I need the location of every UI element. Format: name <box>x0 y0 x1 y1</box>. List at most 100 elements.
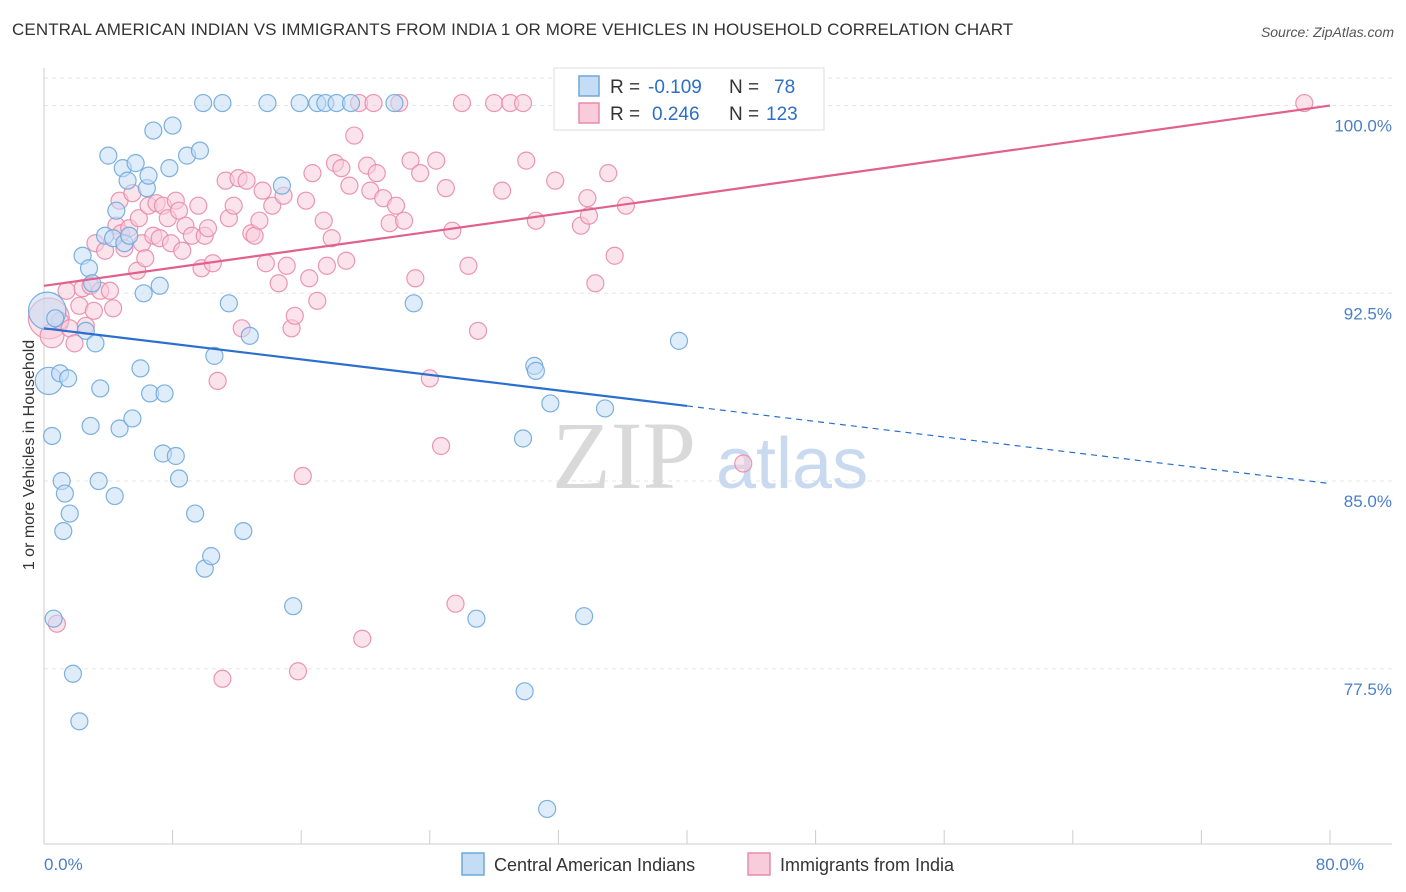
data-point-central-american-indians <box>46 309 65 328</box>
data-point-immigrants-from-india <box>427 151 446 170</box>
data-point-central-american-indians <box>205 346 224 365</box>
data-point-central-american-indians <box>55 484 74 503</box>
data-point-immigrants-from-india <box>734 454 753 473</box>
data-point-central-american-indians <box>118 171 137 190</box>
legend-swatch-pink <box>578 102 600 124</box>
data-point-immigrants-from-india <box>386 196 406 215</box>
data-point-immigrants-from-india <box>443 221 462 240</box>
data-point-central-american-indians <box>234 521 253 541</box>
data-point-central-american-indians <box>59 369 78 388</box>
data-point-immigrants-from-india <box>189 196 208 215</box>
chart-title: CENTRAL AMERICAN INDIAN VS IMMIGRANTS FR… <box>12 20 1014 39</box>
data-point-immigrants-from-india <box>599 164 618 183</box>
data-point-immigrants-from-india <box>256 254 275 273</box>
data-point-immigrants-from-india <box>288 662 308 681</box>
series-legend: Central American Indians Immigrants from… <box>461 852 955 876</box>
data-point-central-american-indians <box>155 384 174 403</box>
series-legend-label-pink: Immigrants from India <box>780 855 955 875</box>
data-point-central-american-indians <box>150 276 169 295</box>
data-point-central-american-indians <box>99 146 118 165</box>
data-point-central-american-indians <box>63 664 83 683</box>
data-point-central-american-indians <box>120 226 139 245</box>
data-point-immigrants-from-india <box>436 179 455 198</box>
data-point-central-american-indians <box>541 394 560 413</box>
data-point-immigrants-from-india <box>586 274 605 293</box>
data-point-central-american-indians <box>404 294 423 313</box>
data-point-immigrants-from-india <box>367 164 386 183</box>
data-point-immigrants-from-india <box>60 319 79 338</box>
data-point-central-american-indians <box>526 361 545 380</box>
data-point-central-american-indians <box>341 93 361 113</box>
data-point-central-american-indians <box>467 609 486 628</box>
y-tick-label: 77.5% <box>1344 680 1392 699</box>
data-point-central-american-indians <box>513 429 533 448</box>
data-point-central-american-indians <box>515 682 534 701</box>
legend-r-label-1: R = <box>610 77 640 98</box>
data-point-immigrants-from-india <box>353 629 372 648</box>
legend-r-value-1: -0.109 <box>648 77 702 98</box>
data-point-immigrants-from-india <box>401 151 420 170</box>
data-point-immigrants-from-india <box>446 594 465 613</box>
data-point-immigrants-from-india <box>100 281 120 300</box>
data-point-central-american-indians <box>110 419 129 438</box>
data-point-immigrants-from-india <box>250 211 269 230</box>
data-point-immigrants-from-india <box>285 306 304 325</box>
data-point-immigrants-from-india <box>317 256 337 275</box>
data-point-central-american-indians <box>79 259 99 278</box>
data-point-central-american-indians <box>70 712 89 731</box>
series-legend-swatch-pink <box>747 852 771 876</box>
data-point-immigrants-from-india <box>213 669 232 688</box>
legend-n-value-2: 123 <box>766 104 798 125</box>
data-point-immigrants-from-india <box>345 126 364 145</box>
data-point-immigrants-from-india <box>237 171 256 190</box>
series-legend-swatch-blue <box>461 852 485 876</box>
legend-r-value-2: 0.246 <box>652 104 700 125</box>
y-tick-label: 85.0% <box>1344 492 1392 511</box>
legend-r-label-2: R = <box>610 104 640 125</box>
data-point-immigrants-from-india <box>605 246 624 265</box>
data-point-central-american-indians <box>219 294 238 313</box>
data-point-central-american-indians <box>272 176 292 195</box>
data-point-central-american-indians <box>126 154 145 173</box>
data-point-immigrants-from-india <box>394 211 414 230</box>
data-point-immigrants-from-india <box>277 256 296 275</box>
data-point-immigrants-from-india <box>173 241 192 260</box>
data-point-immigrants-from-india <box>84 301 103 320</box>
data-point-immigrants-from-india <box>579 206 599 225</box>
data-point-immigrants-from-india <box>411 164 430 183</box>
data-point-immigrants-from-india <box>513 93 533 113</box>
data-point-immigrants-from-india <box>269 274 288 293</box>
data-point-central-american-indians <box>42 426 62 446</box>
data-point-immigrants-from-india <box>322 229 341 248</box>
data-point-immigrants-from-india <box>517 151 536 170</box>
data-point-central-american-indians <box>213 93 232 113</box>
data-point-central-american-indians <box>89 471 108 491</box>
trend-lines <box>43 104 1331 485</box>
axes <box>43 68 1392 845</box>
data-point-central-american-indians <box>160 159 179 178</box>
data-point-immigrants-from-india <box>245 226 264 245</box>
data-point-immigrants-from-india <box>1295 93 1314 113</box>
data-point-central-american-indians <box>107 201 126 220</box>
data-point-immigrants-from-india <box>546 171 565 190</box>
data-point-immigrants-from-india <box>485 93 504 113</box>
data-point-immigrants-from-india <box>169 201 189 220</box>
data-point-immigrants-from-india <box>468 321 488 340</box>
data-point-central-american-indians <box>202 547 221 566</box>
data-point-immigrants-from-india <box>57 281 76 300</box>
data-point-immigrants-from-india <box>493 181 512 200</box>
data-point-immigrants-from-india <box>314 211 333 230</box>
data-point-immigrants-from-india <box>431 436 451 456</box>
watermark-zip: ZIP <box>552 402 696 509</box>
data-point-central-american-indians <box>575 607 594 626</box>
data-point-immigrants-from-india <box>253 181 272 200</box>
x-tick-label: 80.0% <box>1316 855 1364 874</box>
source-label: Source: ZipAtlas.com <box>1260 24 1394 40</box>
data-point-immigrants-from-india <box>198 219 218 238</box>
data-point-central-american-indians <box>134 284 153 303</box>
y-axis-label: 1 or more Vehicles in Household <box>21 340 38 570</box>
series-legend-label-blue: Central American Indians <box>494 855 695 875</box>
x-tick-label: 0.0% <box>44 855 83 874</box>
series-immigrants-from-india-points <box>27 93 1314 688</box>
